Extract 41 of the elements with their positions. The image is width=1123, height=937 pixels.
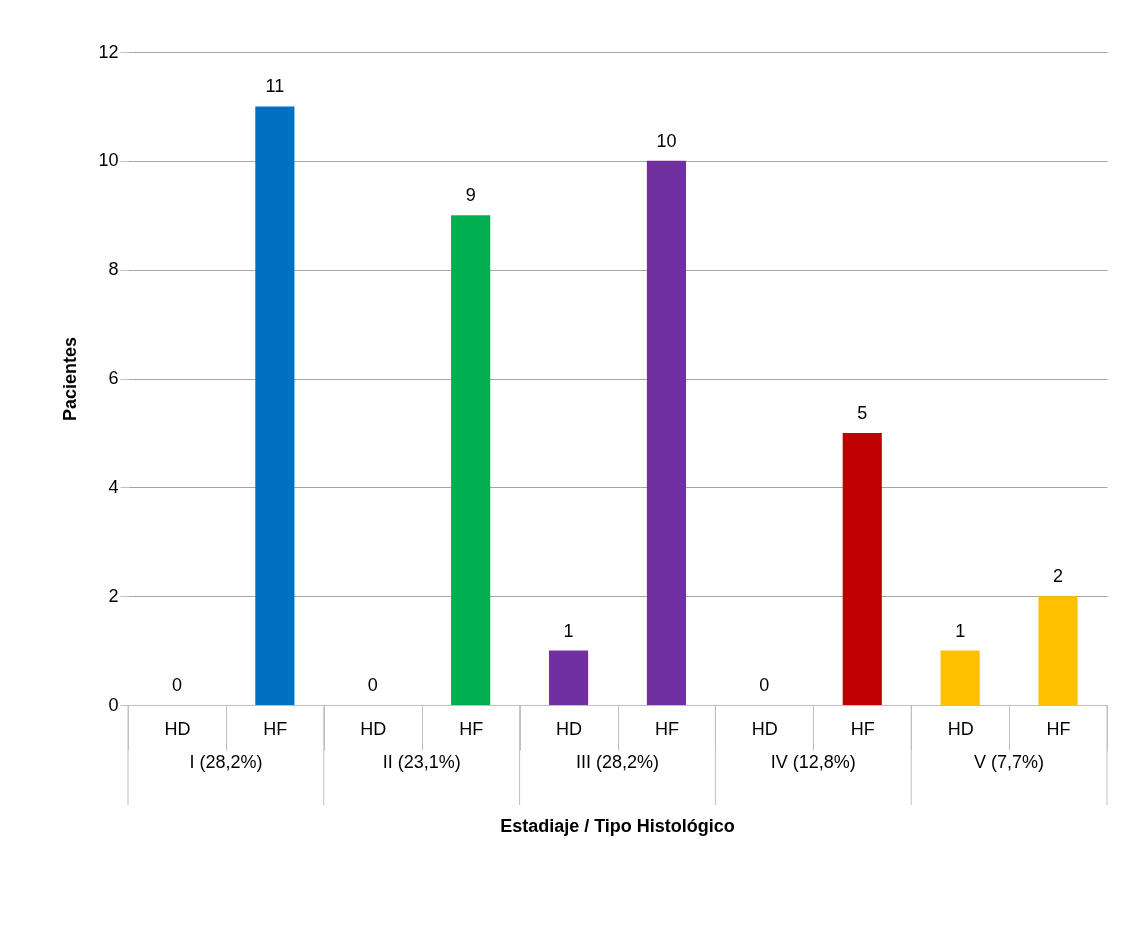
data-label: 1	[563, 620, 574, 641]
x-tick-label: HD	[556, 718, 583, 739]
y-tick-label: 4	[108, 476, 119, 497]
bar	[842, 432, 882, 705]
text: II (23,1%)	[382, 752, 461, 772]
y-tick-label: 0	[108, 694, 119, 715]
y-tick-label: 12	[98, 41, 119, 62]
data-label: 5	[857, 402, 868, 423]
bar	[548, 650, 589, 705]
y-tick-label: 8	[108, 259, 119, 280]
x-tick-label: HF	[263, 718, 288, 739]
y-tick-label: 6	[108, 368, 119, 388]
x-tick-label: HF	[654, 718, 679, 739]
bar	[1038, 596, 1078, 705]
data-label: 0	[367, 675, 378, 695]
x-tick-label: HD	[947, 718, 974, 739]
data-label: 0	[171, 675, 182, 695]
data-label: 10	[656, 130, 677, 151]
data-label: 1	[955, 620, 966, 641]
text: III (28,2%)	[575, 752, 660, 772]
x-tick-label: HF	[459, 718, 484, 739]
text: V (7,7%)	[974, 752, 1045, 772]
data-label: 0	[759, 675, 770, 695]
bar	[451, 215, 491, 705]
bar	[940, 650, 980, 705]
x-tick-label: HF	[850, 718, 875, 739]
x-tick-label: HD	[360, 718, 387, 739]
bar	[255, 106, 295, 705]
y-tick-label: 2	[108, 585, 119, 606]
text: IV (12,8%)	[770, 752, 856, 772]
data-label: 9	[465, 185, 476, 206]
data-label: 11	[265, 76, 285, 97]
bar	[646, 160, 687, 705]
text: I (28,2%)	[189, 752, 263, 772]
y-axis-title: Pacientes	[60, 336, 81, 422]
x-tick-label: HF	[1046, 718, 1071, 739]
x-tick-label: HD	[164, 718, 191, 739]
data-label: 2	[1053, 566, 1064, 587]
x-tick-label: HD	[751, 718, 778, 739]
x-axis-title: Estadiaje / Tipo Histológico	[500, 816, 735, 836]
y-tick-label: 10	[98, 150, 119, 171]
